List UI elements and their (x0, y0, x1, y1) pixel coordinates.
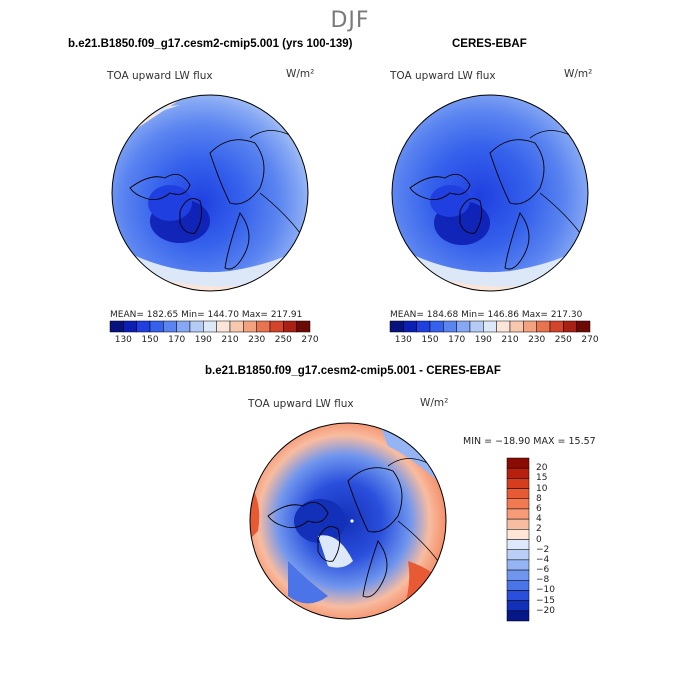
colorbar-swatch (536, 320, 551, 333)
colorbar-swatch (506, 478, 530, 489)
obs-colorbar (389, 320, 591, 333)
colorbar-swatch (403, 320, 417, 333)
obs-stats: MEAN= 184.68 Min= 146.86 Max= 217.30 (390, 310, 583, 320)
colorbar-swatch (203, 320, 217, 333)
diff-colorbar-ticks: 20 15 10 8 6 4 2 0 −2 −4 −6 −8 −10 −15 −20 (536, 458, 576, 621)
obs-variable-label: TOA upward LW flux (390, 70, 496, 82)
colorbar-swatch (483, 320, 497, 333)
colorbar-swatch (256, 320, 271, 333)
colorbar-swatch (243, 320, 257, 333)
colorbar-tick-label: −2 (536, 544, 550, 555)
colorbar-swatch (296, 320, 311, 333)
colorbar-swatch (506, 498, 530, 510)
model-stats: MEAN= 182.65 Min= 144.70 Max= 217.91 (110, 310, 303, 320)
model-colorbar (109, 320, 311, 333)
model-polar-map (111, 94, 309, 292)
colorbar-tick-label: 6 (536, 503, 542, 514)
colorbar-swatch (523, 320, 537, 333)
colorbar-tick-label: 210 (501, 335, 519, 345)
colorbar-swatch (269, 320, 284, 333)
colorbar-swatch (549, 320, 564, 333)
colorbar-tick-label: 270 (301, 335, 319, 345)
colorbar-tick-label: 2 (536, 524, 542, 535)
colorbar-swatch (429, 320, 444, 333)
colorbar-swatch (216, 320, 231, 333)
colorbar-swatch (506, 559, 530, 571)
colorbar-tick-label: 0 (536, 534, 542, 545)
figure-title: DJF (330, 8, 370, 33)
colorbar-tick-label: 230 (528, 335, 546, 345)
colorbar-swatch (506, 508, 530, 520)
colorbar-swatch (496, 320, 511, 333)
colorbar-swatch (506, 569, 530, 581)
colorbar-tick-label: 170 (448, 335, 466, 345)
colorbar-swatch (149, 320, 164, 333)
colorbar-tick-label: 15 (536, 473, 548, 484)
colorbar-tick-label: 190 (474, 335, 492, 345)
colorbar-tick-label: 190 (194, 335, 212, 345)
colorbar-tick-label: 130 (394, 335, 412, 345)
colorbar-swatch (443, 320, 457, 333)
colorbar-tick-label: 230 (248, 335, 266, 345)
colorbar-swatch (576, 320, 591, 333)
colorbar-swatch (506, 488, 530, 499)
diff-colorbar (506, 457, 530, 622)
colorbar-tick-label: 10 (536, 483, 548, 494)
colorbar-tick-label: 250 (274, 335, 292, 345)
colorbar-swatch (563, 320, 577, 333)
diff-polar-map (249, 422, 447, 620)
model-variable-label: TOA upward LW flux (107, 70, 213, 82)
colorbar-tick-label: 150 (141, 335, 159, 345)
colorbar-swatch (506, 457, 530, 469)
colorbar-tick-label: −6 (536, 565, 550, 576)
colorbar-swatch (506, 580, 530, 591)
colorbar-swatch (189, 320, 204, 333)
colorbar-tick-label: 8 (536, 493, 542, 504)
colorbar-tick-label: 270 (581, 335, 599, 345)
obs-polar-map (391, 94, 589, 292)
model-units-label: W/m² (286, 68, 315, 80)
colorbar-tick-label: 250 (554, 335, 572, 345)
colorbar-swatch (506, 549, 530, 561)
obs-units-label: W/m² (564, 68, 593, 80)
colorbar-swatch (506, 600, 530, 612)
colorbar-tick-label: −15 (536, 595, 555, 606)
colorbar-swatch (163, 320, 177, 333)
colorbar-swatch (136, 320, 151, 333)
colorbar-swatch (109, 320, 124, 333)
colorbar-tick-label: −8 (536, 575, 550, 586)
colorbar-swatch (506, 518, 530, 530)
diff-units-label: W/m² (420, 397, 449, 409)
colorbar-tick-label: 170 (168, 335, 186, 345)
colorbar-tick-label: −20 (536, 605, 555, 616)
model-colorbar-ticks: 130 150 170 190 210 230 250 270 (110, 335, 319, 347)
colorbar-tick-label: −4 (536, 554, 550, 565)
colorbar-tick-label: 130 (114, 335, 132, 345)
colorbar-swatch (506, 529, 530, 540)
colorbar-tick-label: 4 (536, 514, 542, 525)
colorbar-swatch (229, 320, 244, 333)
colorbar-swatch (283, 320, 297, 333)
model-panel-title: b.e21.B1850.f09_g17.cesm2-cmip5.001 (yrs… (68, 38, 353, 50)
colorbar-swatch (469, 320, 484, 333)
colorbar-swatch (176, 320, 191, 333)
colorbar-swatch (506, 539, 530, 550)
colorbar-swatch (509, 320, 524, 333)
colorbar-swatch (456, 320, 471, 333)
colorbar-swatch (389, 320, 404, 333)
colorbar-tick-label: 150 (421, 335, 439, 345)
colorbar-swatch (506, 467, 530, 479)
colorbar-tick-label: 210 (221, 335, 239, 345)
diff-panel-title: b.e21.B1850.f09_g17.cesm2-cmip5.001 - CE… (205, 365, 501, 377)
colorbar-swatch (506, 590, 530, 601)
colorbar-tick-label: 20 (536, 463, 548, 474)
obs-panel-title: CERES-EBAF (452, 38, 527, 50)
colorbar-swatch (416, 320, 431, 333)
colorbar-tick-label: −10 (536, 585, 555, 596)
diff-variable-label: TOA upward LW flux (248, 398, 354, 410)
obs-colorbar-ticks: 130 150 170 190 210 230 250 270 (390, 335, 599, 347)
colorbar-swatch (123, 320, 137, 333)
diff-minmax: MIN = −18.90 MAX = 15.57 (463, 436, 596, 447)
colorbar-swatch (506, 610, 530, 622)
